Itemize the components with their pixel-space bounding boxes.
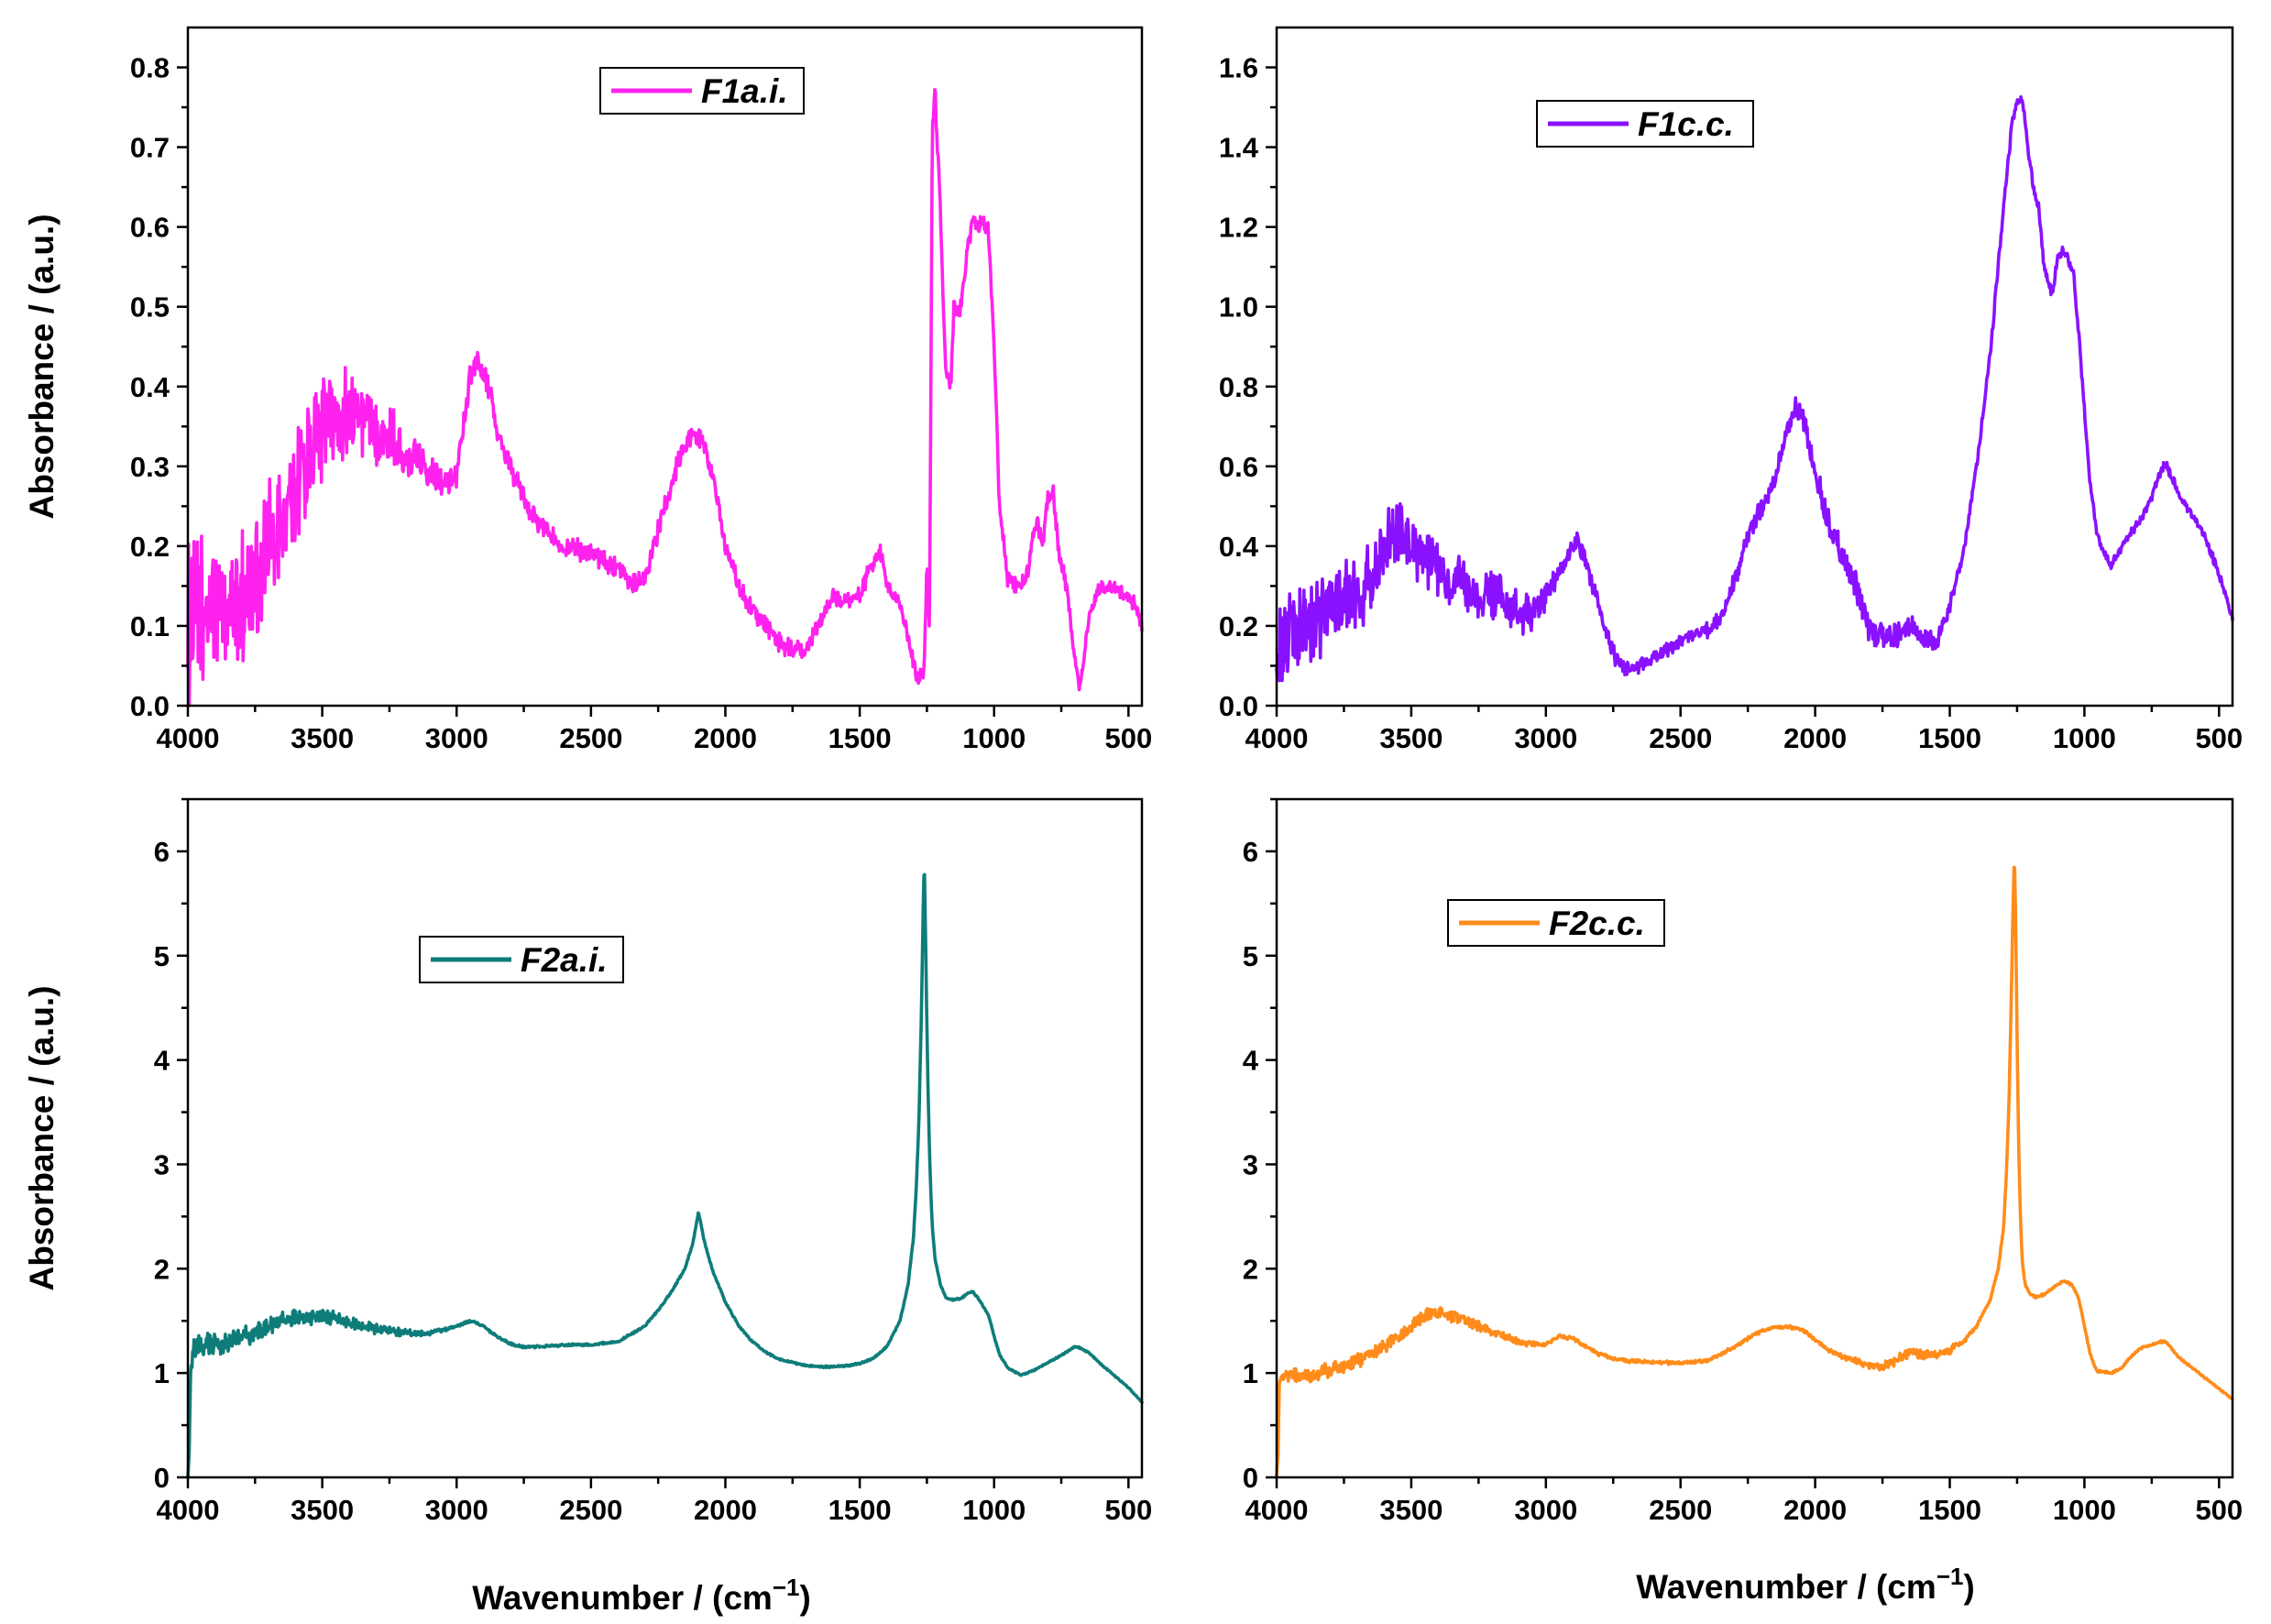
plot-frame [1275, 797, 2234, 1479]
x-tick-label: 500 [1104, 1494, 1152, 1526]
y-tick-label: 0.2 [1219, 610, 1258, 642]
legend-label: F1a.i. [701, 72, 788, 110]
x-tick-label: 1500 [1918, 722, 1981, 754]
legend-label: F2a.i. [521, 941, 608, 979]
x-tick-label: 1500 [828, 722, 892, 754]
x-tick-label: 3000 [1514, 1494, 1577, 1526]
x-tick-label: 3500 [291, 1494, 354, 1526]
y-tick-label: 0.6 [1219, 451, 1258, 483]
legend-label: F1c.c. [1638, 105, 1734, 143]
legend: F1c.c. [1536, 100, 1754, 148]
y-tick-label: 0.2 [130, 531, 170, 563]
x-tick-label: 1000 [2053, 1494, 2116, 1526]
x-tick-label: 1000 [962, 1494, 1026, 1526]
y-tick-label: 0.7 [130, 132, 170, 164]
panels: 4000 3500 3000 2500 2000 1500 1000 5000.00.10.2… [23, 26, 2243, 1526]
x-tick-label: 3000 [425, 722, 488, 754]
x-tick-label: 1500 [1918, 1494, 1981, 1526]
y-tick-label: 0.3 [130, 451, 170, 483]
x-tick-label: 3500 [1379, 1494, 1443, 1526]
x-tick-label: 2500 [1649, 722, 1712, 754]
y-tick-label: 3 [1243, 1148, 1258, 1180]
shared-x-axis-title-right: Wavenumber / (cm−1) [1636, 1563, 1975, 1606]
y-tick-label: 0 [154, 1462, 170, 1494]
x-tick-label: 500 [2195, 722, 2243, 754]
spectrum-line [1275, 865, 2234, 1477]
y-tick-label: 6 [154, 836, 170, 868]
spectrum-line [1275, 94, 2234, 683]
x-tick-label: 2000 [1783, 722, 1847, 754]
legend: F2c.c. [1447, 899, 1665, 947]
x-tick-label: 3000 [425, 1494, 488, 1526]
y-tick-label: 1.6 [1219, 52, 1258, 84]
y-tick-label: 1.4 [1219, 132, 1259, 164]
y-tick-label: 0.5 [130, 291, 170, 324]
x-tick-label: 2500 [559, 722, 622, 754]
y-tick-label: 0.8 [1219, 371, 1258, 403]
y-tick-label: 2 [1243, 1253, 1258, 1285]
x-tick-label: 3000 [1514, 722, 1577, 754]
y-tick-label: 1 [1243, 1357, 1258, 1389]
y-tick-label: 0.0 [130, 690, 170, 722]
spectrum-line [186, 88, 1144, 708]
x-tick-label: 4000 [157, 722, 220, 754]
y-tick-label: 0.8 [130, 52, 170, 84]
x-tick-label: 2500 [559, 1494, 622, 1526]
chart-panel-3: 4000 3500 3000 2500 2000 1500 1000 500 0 1 2 3 4 5 6 Ab… [23, 797, 1152, 1526]
y-tick-label: 3 [154, 1148, 170, 1180]
plot-frame [186, 797, 1144, 1479]
x-tick-label: 1000 [2053, 722, 2116, 754]
x-tick-label: 2000 [694, 722, 757, 754]
y-tick-label: 0.4 [130, 371, 170, 403]
spectrum-line [186, 872, 1144, 1479]
x-tick-label: 2500 [1649, 1494, 1712, 1526]
legend: F2a.i. [419, 936, 624, 983]
y-tick-label: 1.0 [1219, 291, 1258, 324]
y-tick-label: 0.6 [130, 212, 170, 244]
x-tick-label: 2000 [694, 1494, 757, 1526]
chart-panel-4: 4000 3500 3000 2500 2000 1500 1000 500 0 1 2 3 4 5 6 F2… [1243, 797, 2243, 1526]
y-tick-label: 2 [154, 1253, 170, 1285]
y-tick-label: 0.1 [130, 610, 170, 642]
y-tick-label: 4 [1243, 1045, 1259, 1077]
plot-frame [186, 26, 1144, 708]
x-tick-label: 1500 [828, 1494, 892, 1526]
y-tick-label: 0 [1243, 1462, 1258, 1494]
x-tick-label: 1000 [962, 722, 1026, 754]
chart-panel-2: 4000 3500 3000 2500 2000 1500 1000 500 0.0 0.2 0.4… [1219, 26, 2243, 754]
legend: F1a.i. [599, 67, 805, 115]
x-tick-label: 500 [1104, 722, 1152, 754]
y-axis-title: Absorbance / (a.u.) [23, 985, 60, 1290]
x-tick-label: 4000 [157, 1494, 220, 1526]
y-tick-label: 1.2 [1219, 212, 1258, 244]
y-tick-label: 5 [1243, 940, 1258, 972]
y-tick-label: 4 [154, 1045, 170, 1077]
y-axis-title: Absorbance / (a.u.) [23, 214, 60, 519]
x-tick-label: 500 [2195, 1494, 2243, 1526]
chart-panel-1: 4000 3500 3000 2500 2000 1500 1000 500 0.0 0.1 0.2… [23, 26, 1152, 754]
x-tick-label: 4000 [1245, 1494, 1309, 1526]
y-tick-label: 1 [154, 1357, 170, 1389]
y-tick-label: 6 [1243, 836, 1258, 868]
plot-frame [1275, 26, 2234, 708]
x-tick-label: 4000 [1245, 722, 1309, 754]
x-tick-label: 2000 [1783, 1494, 1847, 1526]
legend-label: F2c.c. [1549, 905, 1645, 942]
x-tick-label: 3500 [291, 722, 354, 754]
y-tick-label: 0.4 [1219, 531, 1259, 563]
y-tick-label: 5 [154, 940, 170, 972]
shared-x-axis-title: Wavenumber / (cm−1) [472, 1574, 811, 1617]
y-tick-label: 0.0 [1219, 690, 1258, 722]
x-tick-label: 3500 [1379, 722, 1443, 754]
